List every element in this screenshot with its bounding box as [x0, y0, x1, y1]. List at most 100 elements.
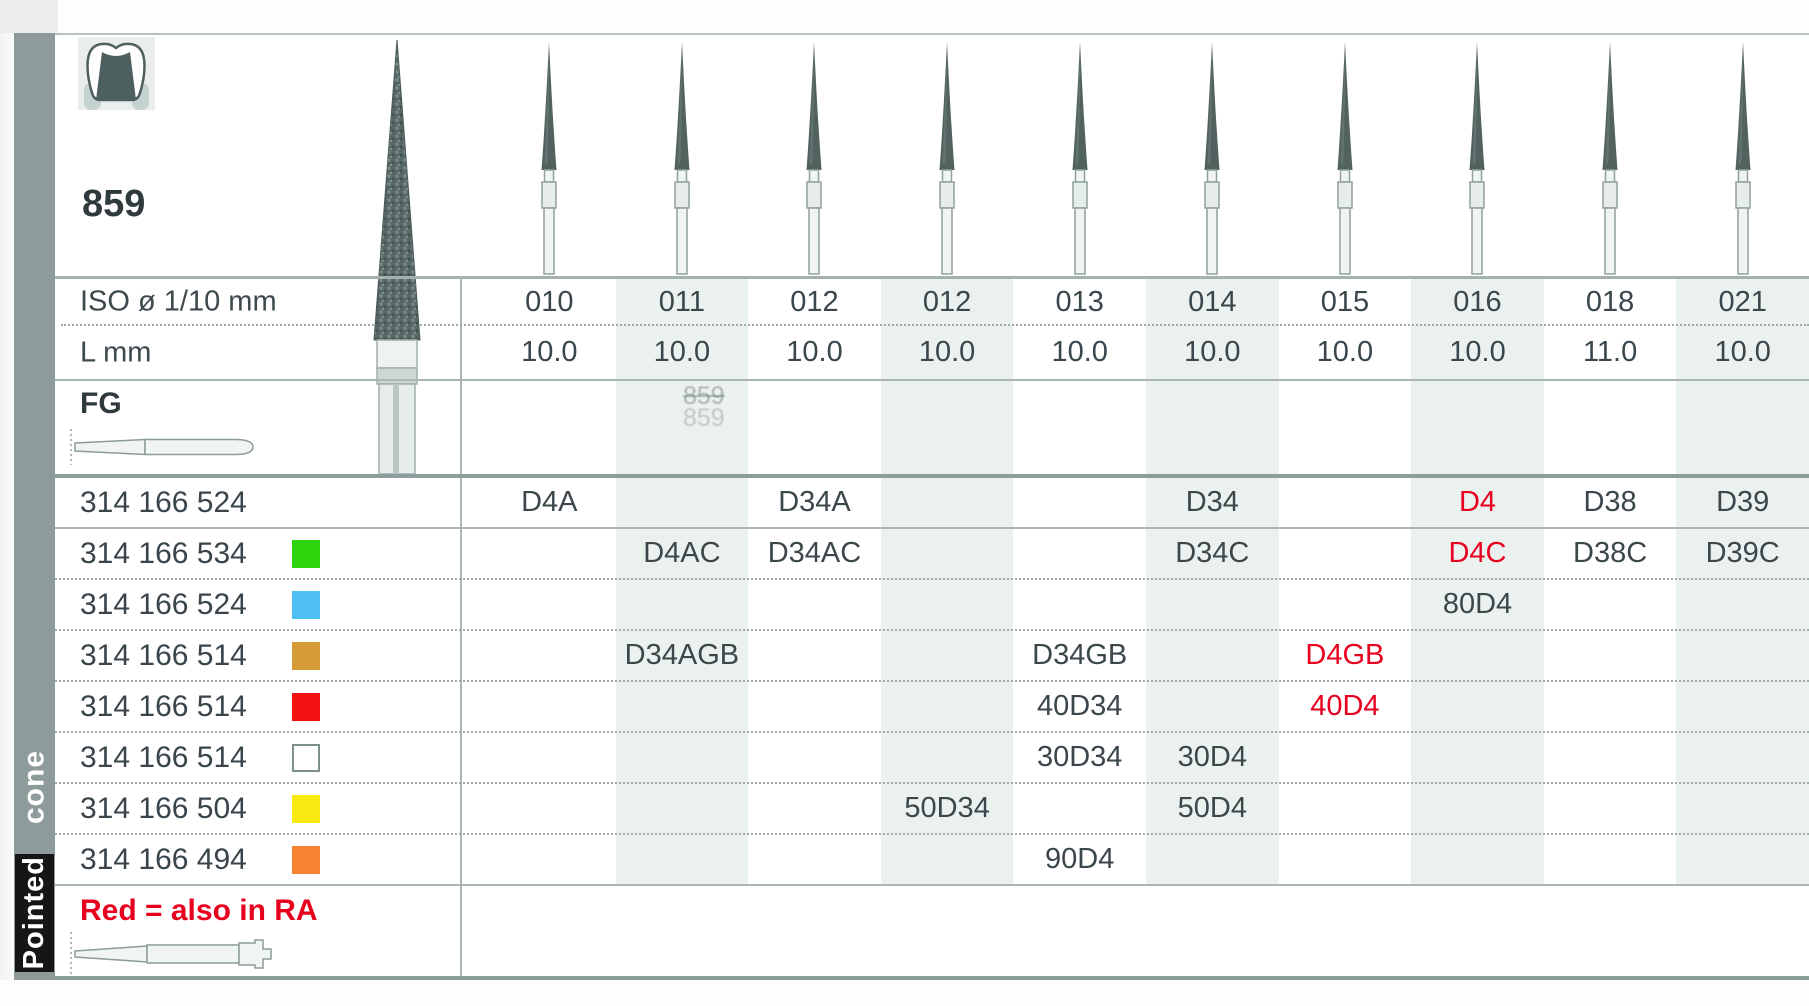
product-code: D39C — [1705, 537, 1780, 569]
grit-color-chip — [292, 845, 320, 874]
sidebar-label-cone: cone — [17, 749, 51, 825]
length-value: 10.0 — [1051, 336, 1108, 368]
grit-color-chip — [292, 794, 320, 823]
product-code: D4A — [521, 486, 578, 518]
diamond-bur-icon — [541, 42, 558, 275]
iso-diameter-value: 013 — [1055, 285, 1104, 318]
grit-color-chip — [292, 692, 320, 721]
iso-diameter-value: 016 — [1453, 285, 1502, 318]
product-code: 50D34 — [904, 792, 990, 824]
diamond-bur-icon — [939, 42, 955, 275]
order-row-cells: D34AGB D34GB D4GB — [483, 631, 1809, 680]
order-row-cells: 90D4 — [483, 835, 1809, 884]
order-row: 314 166 514 D34AGB D34GB D4GB — [55, 631, 1809, 682]
product-code: D34C — [1175, 537, 1250, 569]
diamond-bur-icon — [674, 42, 690, 275]
order-row-cells: D4AC D34AC D34C D4C D38C D39C — [483, 529, 1809, 578]
length-value: 10.0 — [918, 336, 976, 368]
product-code: D4AC — [643, 537, 721, 569]
length-row-label: L mm — [80, 336, 152, 368]
divider-line — [55, 474, 1809, 478]
divider-line — [55, 976, 1809, 980]
order-row: 314 166 524 D4A D34A D34 D4 D38 D39 — [55, 478, 1809, 529]
order-number: 314 166 514 — [80, 689, 247, 723]
order-number: 314 166 534 — [80, 536, 247, 570]
diamond-bur-icon — [1204, 42, 1221, 275]
crown-prep-tooth-icon — [78, 37, 155, 110]
order-number: 314 166 524 — [80, 587, 247, 621]
bur-illustration-cell — [1279, 38, 1412, 276]
iso-values: 010 011 012 012 013 014 015 016 018 021 — [483, 280, 1809, 324]
product-code: 50D4 — [1177, 792, 1247, 824]
product-code: D4 — [1458, 486, 1497, 518]
grit-color-chip — [292, 641, 320, 670]
product-code: D4GB — [1305, 639, 1385, 671]
iso-diameter-value: 014 — [1188, 285, 1237, 318]
iso-diameter-row: ISO ø 1/10 mm 010 011 012 012 013 014 015 016 01… — [55, 280, 1809, 324]
order-row: 314 166 534 D4AC D34AC D34C D4C D38C D39C — [55, 529, 1809, 580]
divider-line — [55, 379, 1809, 381]
order-row-cells: 40D34 40D4 — [483, 682, 1809, 731]
grit-color-chip — [292, 743, 320, 772]
order-number: 314 166 524 — [80, 485, 247, 519]
iso-diameter-value: 021 — [1718, 285, 1767, 318]
length-value: 10.0 — [1714, 336, 1771, 368]
iso-diameter-value: 010 — [525, 285, 574, 318]
order-number: 314 166 494 — [80, 842, 247, 876]
order-number: 314 166 514 — [80, 740, 247, 774]
ra-shank-icon — [70, 932, 272, 976]
bur-illustration-cell — [1544, 38, 1677, 276]
length-value: 11.0 — [1582, 336, 1638, 368]
product-family-code: 859 — [82, 183, 146, 225]
product-code: D34GB — [1032, 639, 1128, 671]
order-rows: 314 166 524 D4A D34A D34 D4 D38 D39 314 166 534… — [55, 478, 1809, 886]
length-value: 10.0 — [521, 336, 578, 368]
iso-diameter-value: 018 — [1585, 285, 1635, 318]
product-code: D34AGB — [624, 639, 740, 671]
iso-diameter-value: 012 — [790, 285, 839, 318]
length-value: 10.0 — [786, 336, 843, 368]
diamond-bur-icon — [1602, 42, 1618, 275]
divider-line — [55, 276, 1809, 279]
page-margin — [0, 0, 58, 33]
divider-line — [55, 33, 1809, 35]
bur-illustration-cell — [1146, 38, 1279, 276]
order-row-cells: 80D4 — [483, 580, 1809, 629]
length-row: L mm 10.0 10.0 10.0 10.0 10.0 10.0 10.0 10.0 11.… — [55, 326, 1809, 379]
order-row-cells: D4A D34A D34 D4 D38 D39 — [483, 478, 1809, 527]
order-row: 314 166 514 30D34 30D4 — [55, 733, 1809, 784]
diamond-bur-icon — [806, 42, 823, 275]
grit-color-chip — [292, 590, 320, 619]
diamond-bur-icon — [1337, 42, 1353, 275]
product-code: 90D4 — [1045, 843, 1115, 875]
bur-row — [483, 38, 1809, 276]
length-value: 10.0 — [1449, 336, 1506, 368]
footnote-section: Red = also in RA — [55, 886, 1809, 976]
ra-footnote: Red = also in RA — [80, 894, 318, 927]
product-code: 80D4 — [1442, 588, 1513, 620]
product-code: 40D34 — [1036, 690, 1123, 722]
iso-diameter-value: 015 — [1320, 285, 1370, 318]
iso-diameter-value: 011 — [658, 285, 705, 318]
section-sidebar: cone Pointed — [14, 33, 55, 980]
length-value: 10.0 — [1316, 336, 1374, 368]
order-row: 314 166 504 50D34 50D4 — [55, 784, 1809, 835]
order-number: 314 166 504 — [80, 791, 247, 825]
fg-shank-icon — [70, 429, 254, 465]
diamond-bur-icon — [1469, 42, 1486, 275]
iso-diameter-value: 012 — [922, 285, 972, 318]
order-row: 314 166 494 90D4 — [55, 835, 1809, 884]
divider-line — [460, 278, 462, 978]
product-code: D39 — [1716, 486, 1770, 518]
product-code: D4C — [1448, 537, 1507, 569]
order-row: 314 166 524 80D4 — [55, 580, 1809, 631]
large-bur-photo — [373, 39, 421, 474]
product-code: D38 — [1583, 486, 1637, 518]
length-value: 10.0 — [653, 336, 711, 368]
order-row: 314 166 514 40D34 40D4 — [55, 682, 1809, 733]
length-values: 10.0 10.0 10.0 10.0 10.0 10.0 10.0 10.0 11.0 10.0 — [483, 326, 1809, 379]
product-code: 30D34 — [1036, 741, 1123, 773]
bur-illustration-cell — [1411, 38, 1544, 276]
diamond-bur-icon — [1071, 42, 1088, 275]
